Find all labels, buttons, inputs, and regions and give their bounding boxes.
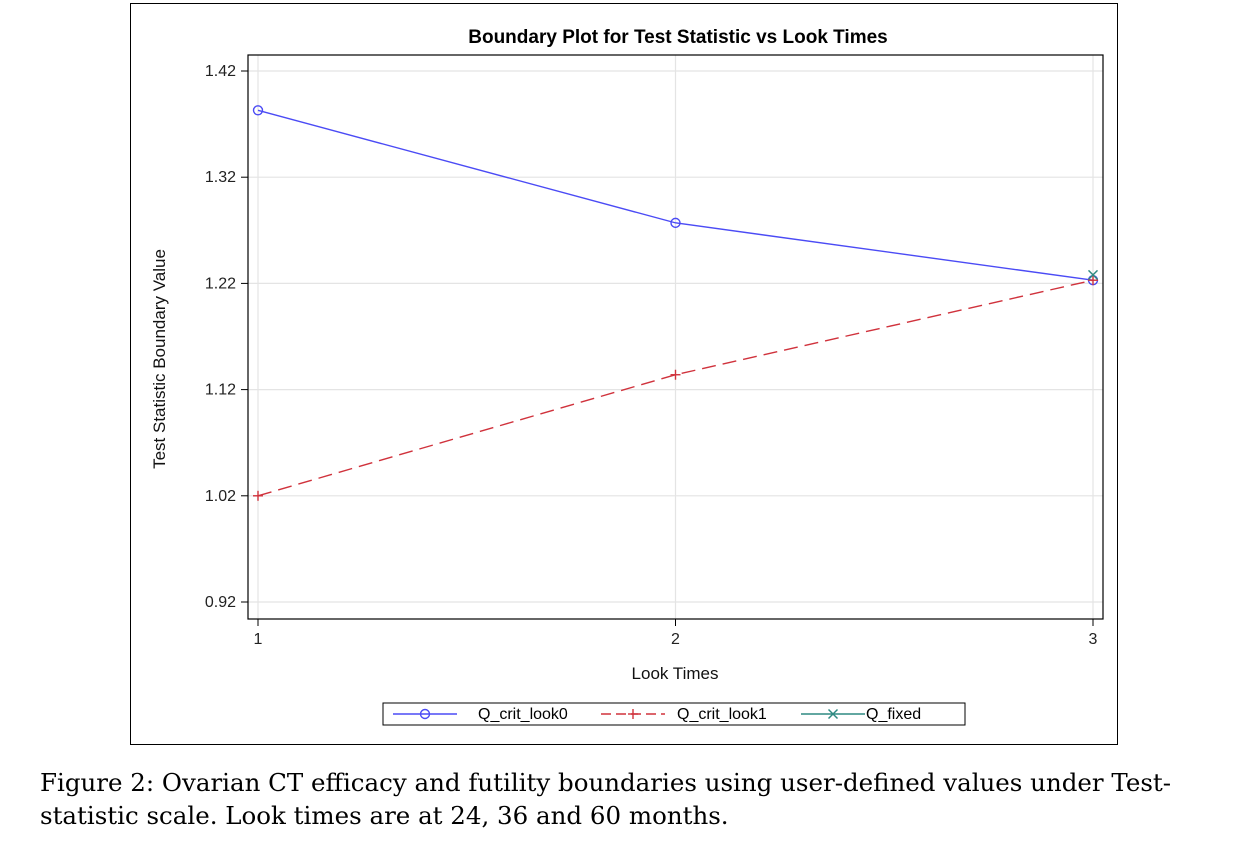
legend-marker-q-fixed	[827, 708, 839, 720]
y-tick-label: 1.12	[205, 382, 236, 399]
legend-marker-q-fixed-b	[827, 708, 839, 720]
x-axis-label: Look Times	[632, 664, 719, 683]
figure-frame: Boundary Plot for Test Statistic vs Look…	[130, 3, 1118, 745]
data-point-q-fixed-b	[1087, 269, 1099, 280]
y-tick-label: 1.22	[205, 275, 236, 292]
y-axis-label: Test Statistic Boundary Value	[150, 249, 169, 469]
series-line-q-crit-look0	[257, 109, 1094, 281]
data-point-q-crit-look0	[670, 217, 681, 229]
legend-box	[382, 702, 966, 726]
caption-line-1: Figure 2: Ovarian CT efficacy and futili…	[40, 768, 1172, 797]
legend-marker-q-crit-look1	[628, 709, 638, 719]
data-point-q-crit-look1	[1088, 275, 1098, 286]
legend-marker-q-crit-look0	[419, 708, 431, 720]
data-point-q-crit-look1	[670, 369, 681, 380]
legend-label-q-crit-look1: Q_crit_look1	[677, 706, 767, 723]
data-point-q-crit-look0	[252, 105, 264, 116]
axes: 0.92 1.02 1.12 1.22 1.32 1.42 1 2 3	[205, 63, 1098, 648]
legend-label-q-crit-look0: Q_crit_look0	[478, 706, 568, 723]
legend: Q_crit_look0 Q_crit_look1 Q_fixed	[382, 702, 966, 726]
grid	[248, 55, 1103, 619]
data-point-q-fixed	[1087, 269, 1099, 280]
y-tick-label: 1.02	[205, 488, 236, 505]
figure-caption: Figure 2: Ovarian CT efficacy and futili…	[40, 766, 1250, 832]
data-point-q-crit-look1	[253, 490, 263, 501]
caption-line-2: statistic scale. Look times are at 24, 3…	[40, 801, 729, 830]
chart-title: Boundary Plot for Test Statistic vs Look…	[468, 27, 888, 48]
x-tick-label: 1	[254, 631, 263, 648]
series	[252, 105, 1099, 501]
x-tick-label: 2	[671, 631, 680, 648]
y-tick-label: 1.42	[205, 63, 236, 80]
y-tick-label: 0.92	[205, 594, 236, 611]
y-tick-label: 1.32	[205, 169, 236, 186]
legend-label-q-fixed: Q_fixed	[866, 706, 921, 723]
chart: Boundary Plot for Test Statistic vs Look…	[150, 27, 1104, 726]
series-line-q-crit-look1	[257, 279, 1094, 497]
x-tick-label: 3	[1089, 631, 1098, 648]
